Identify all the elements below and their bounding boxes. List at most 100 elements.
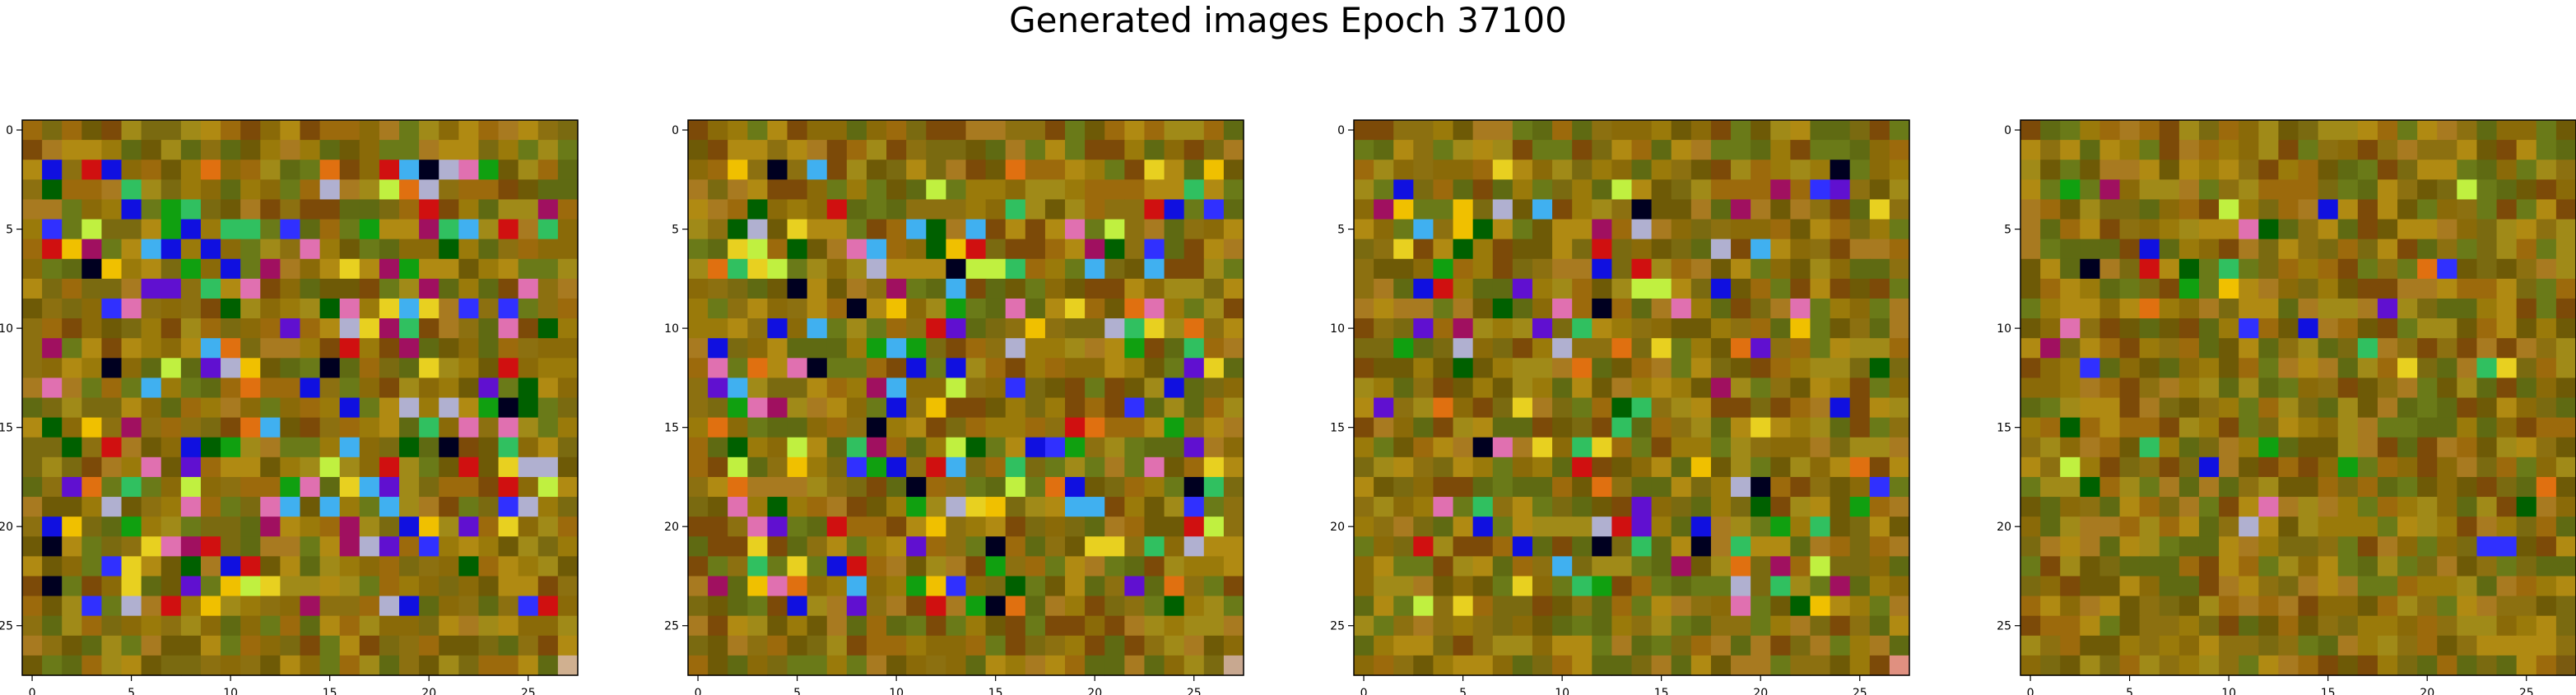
- pixel-cell: [1512, 437, 1533, 458]
- pixel-cell: [1592, 456, 1612, 478]
- pixel-cell: [787, 378, 808, 399]
- pixel-cell: [439, 179, 459, 201]
- pixel-cell: [2476, 378, 2498, 399]
- pixel-cell: [1472, 476, 1494, 498]
- pixel-cell: [2417, 378, 2438, 399]
- pixel-cell: [946, 120, 967, 141]
- pixel-cell: [1849, 456, 1871, 478]
- pixel-cell: [846, 338, 867, 359]
- pixel-cell: [2397, 140, 2418, 160]
- pixel-cell: [200, 456, 221, 478]
- pixel-cell: [537, 397, 559, 419]
- pixel-cell: [2198, 358, 2220, 378]
- pixel-cell: [1731, 456, 1751, 478]
- pixel-cell: [946, 536, 967, 557]
- pixel-cell: [1631, 278, 1653, 299]
- pixel-cell: [1374, 258, 1394, 280]
- pixel-cell: [2139, 536, 2160, 557]
- pixel-cell: [767, 318, 788, 339]
- pixel-cell: [708, 635, 728, 656]
- pixel-cell: [985, 615, 1007, 637]
- pixel-cell: [498, 397, 519, 419]
- pixel-cell: [537, 278, 559, 299]
- pixel-cell: [1572, 397, 1593, 419]
- pixel-cell: [1144, 378, 1165, 399]
- pixel-cell: [1104, 298, 1125, 319]
- pixel-cell: [1671, 615, 1692, 637]
- pixel-cell: [300, 595, 321, 617]
- pixel-cell: [965, 615, 987, 637]
- pixel-cell: [1413, 140, 1434, 160]
- pixel-cell: [1790, 239, 1811, 260]
- pixel-cell: [1751, 239, 1771, 260]
- pixel-cell: [2178, 378, 2200, 399]
- pixel-cell: [2377, 556, 2398, 577]
- pixel-cell: [906, 417, 927, 438]
- x-tick-label: 5: [1459, 687, 1467, 695]
- pixel-cell: [2357, 278, 2378, 299]
- pixel-cell: [2536, 417, 2557, 438]
- pixel-cell: [2040, 258, 2061, 280]
- pixel-cell: [1492, 258, 1514, 280]
- pixel-cell: [1393, 278, 1414, 299]
- pixel-cell: [1631, 298, 1653, 319]
- pixel-cell: [1790, 318, 1811, 339]
- pixel-cell: [2357, 397, 2378, 419]
- pixel-cell: [2119, 576, 2141, 597]
- pixel-cell: [1144, 160, 1165, 180]
- pixel-cell: [1453, 179, 1474, 201]
- pixel-cell: [1631, 655, 1653, 676]
- pixel-cell: [160, 456, 182, 478]
- pixel-cell: [1223, 318, 1244, 339]
- pixel-cell: [1690, 595, 1712, 617]
- pixel-cell: [708, 437, 728, 458]
- pixel-cell: [787, 635, 808, 656]
- pixel-cell: [1611, 278, 1633, 299]
- pixel-cell: [2080, 298, 2101, 319]
- pixel-cell: [767, 358, 788, 378]
- pixel-cell: [379, 179, 400, 201]
- pixel-cell: [1731, 120, 1751, 141]
- pixel-cell: [1354, 576, 1374, 597]
- pixel-cell: [498, 497, 519, 517]
- pixel-cell: [359, 556, 380, 577]
- pixel-cell: [2377, 456, 2398, 478]
- pixel-cell: [1651, 298, 1672, 319]
- pixel-cell: [1671, 497, 1692, 517]
- pixel-cell: [1790, 437, 1811, 458]
- pixel-cell: [708, 595, 728, 617]
- pixel-cell: [1810, 358, 1831, 378]
- pixel-cell: [2298, 160, 2319, 180]
- axes-frame: [1353, 119, 1910, 676]
- pixel-cell: [2258, 576, 2279, 597]
- pixel-cell: [101, 140, 123, 160]
- pixel-cell: [180, 655, 202, 676]
- pixel-cell: [1512, 456, 1533, 478]
- pixel-cell: [1433, 497, 1454, 517]
- pixel-cell: [688, 437, 709, 458]
- pixel-cell: [2278, 556, 2299, 577]
- pixel-cell: [2516, 437, 2537, 458]
- pixel-cell: [2258, 179, 2279, 201]
- pixel-cell: [985, 140, 1007, 160]
- pixel-cell: [2258, 655, 2279, 676]
- pixel-cell: [2417, 536, 2438, 557]
- pixel-cell: [1354, 536, 1374, 557]
- pixel-cell: [2119, 615, 2141, 637]
- pixel-cell: [2060, 456, 2081, 478]
- pixel-cell: [1572, 199, 1593, 220]
- pixel-cell: [2020, 378, 2041, 399]
- pixel-cell: [866, 437, 887, 458]
- pixel-cell: [101, 615, 123, 637]
- pixel-cell: [886, 338, 907, 359]
- pixel-cell: [399, 338, 420, 359]
- pixel-cell: [399, 397, 420, 419]
- pixel-cell: [2119, 338, 2141, 359]
- pixel-cell: [2099, 476, 2121, 498]
- pixel-cell: [1532, 595, 1553, 617]
- pixel-cell: [62, 437, 82, 458]
- pixel-cell: [2239, 635, 2259, 656]
- pixel-cell: [906, 298, 927, 319]
- pixel-cell: [1770, 655, 1791, 676]
- pixel-cell: [1354, 179, 1374, 201]
